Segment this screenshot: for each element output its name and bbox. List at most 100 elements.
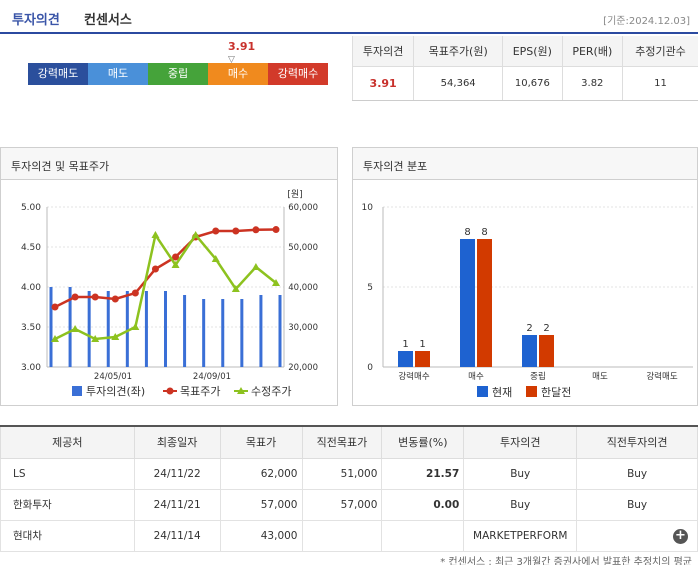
target-price-point [151, 265, 159, 273]
adjusted-price-point [111, 333, 120, 340]
y-left-tick: 4.50 [21, 243, 41, 253]
data-label: 1 [402, 339, 408, 350]
summary-target-price: 54,364 [413, 66, 503, 101]
target-price-point [111, 295, 119, 303]
cell-prev-opinion: Buy [576, 488, 698, 521]
cell-provider: 현대차 [0, 519, 135, 552]
y-tick: 0 [367, 363, 373, 373]
column-header: 투자의견 [463, 425, 578, 459]
column-header: 최종일자 [133, 425, 221, 459]
opinion-distribution-panel: 투자의견 분포 10 5 0 1 1 강력매수 8 8 매수 2 2 중립 매도 강력매도 현재 한달전 [352, 147, 698, 406]
target-price-point [91, 293, 99, 301]
adjusted-price-point [151, 231, 160, 238]
scale-sell: 매도 [88, 63, 148, 85]
panel-title: 투자의견 및 목표주가 [1, 148, 337, 180]
adjusted-price-point [211, 255, 220, 262]
consensus-summary-table: 투자의견 목표주가(원) EPS(원) PER(배) 추정기관수 3.91 54… [351, 36, 698, 101]
data-label: 8 [464, 227, 470, 238]
summary-header: PER(배) [561, 36, 623, 67]
cell-provider: LS [0, 457, 135, 490]
legend-marker-adjusted [237, 387, 245, 394]
month-ago-bar [539, 335, 554, 367]
opinion-bar [144, 291, 148, 367]
table-row: 한화투자 24/11/21 57,000 57,000 0.00 Buy Buy [0, 488, 698, 521]
target-price-point [131, 289, 139, 297]
adjusted-price-point [51, 335, 59, 342]
scale-strong-sell: 강력매도 [28, 63, 88, 85]
x-tick: 24/09/01 [193, 372, 231, 382]
adjusted-price-point [91, 335, 100, 342]
cell-date: 24/11/21 [133, 488, 221, 521]
opinion-scale: 강력매도 매도 중립 매수 강력매수 [28, 63, 328, 85]
opinion-bar [87, 291, 91, 367]
opinion-bar [202, 299, 206, 367]
summary-eps: 10,676 [502, 66, 563, 101]
opinion-bar [125, 291, 129, 367]
data-label: 2 [543, 323, 549, 334]
adjusted-price-point [251, 263, 260, 270]
current-bar [522, 335, 537, 367]
legend-current: 현재 [492, 386, 512, 399]
cell-change [381, 519, 465, 552]
x-tick: 매도 [592, 372, 608, 382]
x-tick: 강력매수 [398, 371, 429, 382]
opinion-bar [221, 299, 225, 367]
adjusted-price-point [71, 325, 80, 332]
column-header: 목표가 [219, 425, 303, 459]
opinion-bar [68, 287, 72, 367]
target-price-point [232, 227, 240, 235]
x-tick: 강력매도 [646, 371, 677, 382]
cell-prev-target: 57,000 [301, 488, 383, 521]
section-header: 투자의견 컨센서스 [기준:2024.12.03] [0, 0, 698, 34]
legend-swatch-opinion [72, 386, 82, 396]
x-tick: 매수 [468, 372, 484, 382]
adjusted-price-point [131, 323, 140, 330]
cell-change: 21.57 [381, 457, 465, 490]
x-tick: 24/05/01 [94, 372, 132, 382]
summary-header: 추정기관수 [622, 36, 698, 67]
unit-label: [원] [287, 189, 302, 200]
plus-icon[interactable]: + [673, 529, 688, 544]
scale-neutral: 중립 [148, 63, 208, 85]
y-left-tick: 3.50 [21, 323, 41, 333]
summary-per: 3.82 [561, 66, 623, 101]
cell-opinion: Buy [463, 457, 578, 490]
y-left-tick: 4.00 [21, 283, 41, 293]
legend-adjusted-price: 수정주가 [251, 385, 291, 398]
adjusted-price-point [191, 231, 200, 238]
y-left-tick: 3.00 [21, 363, 41, 373]
summary-institutions: 11 [622, 66, 698, 101]
column-header: 직전목표가 [301, 425, 383, 459]
cell-change: 0.00 [381, 488, 465, 521]
column-header: 직전투자의견 [576, 425, 698, 459]
column-header: 변동률(%) [381, 425, 465, 459]
opinion-price-chart: [원] 5.00 60,000 4.50 50,000 4.00 40,000 3.50 30,… [21, 189, 318, 398]
legend-swatch-month-ago [526, 386, 537, 397]
target-price-point [51, 303, 59, 311]
opinion-bar [183, 295, 187, 367]
opinion-price-panel: 투자의견 및 목표주가 [원] 5.00 60,000 4.50 50,000 4.00 4… [0, 147, 338, 406]
y-tick: 5 [367, 283, 373, 293]
opinion-score: 3.91 [228, 40, 256, 53]
current-bar [460, 239, 475, 367]
section-title: 투자의견 [12, 13, 60, 28]
month-ago-bar [415, 351, 430, 367]
y-right-tick: 30,000 [288, 323, 318, 333]
target-price-point [212, 227, 220, 235]
cell-prev-target: 51,000 [301, 457, 383, 490]
summary-header: 투자의견 [351, 36, 414, 67]
column-header: 제공처 [0, 425, 135, 459]
panel-title: 투자의견 분포 [353, 148, 697, 180]
y-right-tick: 40,000 [288, 283, 318, 293]
month-ago-bar [477, 239, 492, 367]
opinion-bar [278, 295, 282, 367]
data-label: 2 [526, 323, 532, 334]
cell-opinion: Buy [463, 488, 578, 521]
cell-target: 57,000 [219, 488, 303, 521]
legend-opinion: 투자의견(좌) [86, 385, 145, 398]
adjusted-price-line [54, 231, 277, 341]
target-price-point [71, 293, 79, 301]
x-tick: 중립 [530, 372, 546, 382]
opinion-bar [164, 291, 167, 367]
